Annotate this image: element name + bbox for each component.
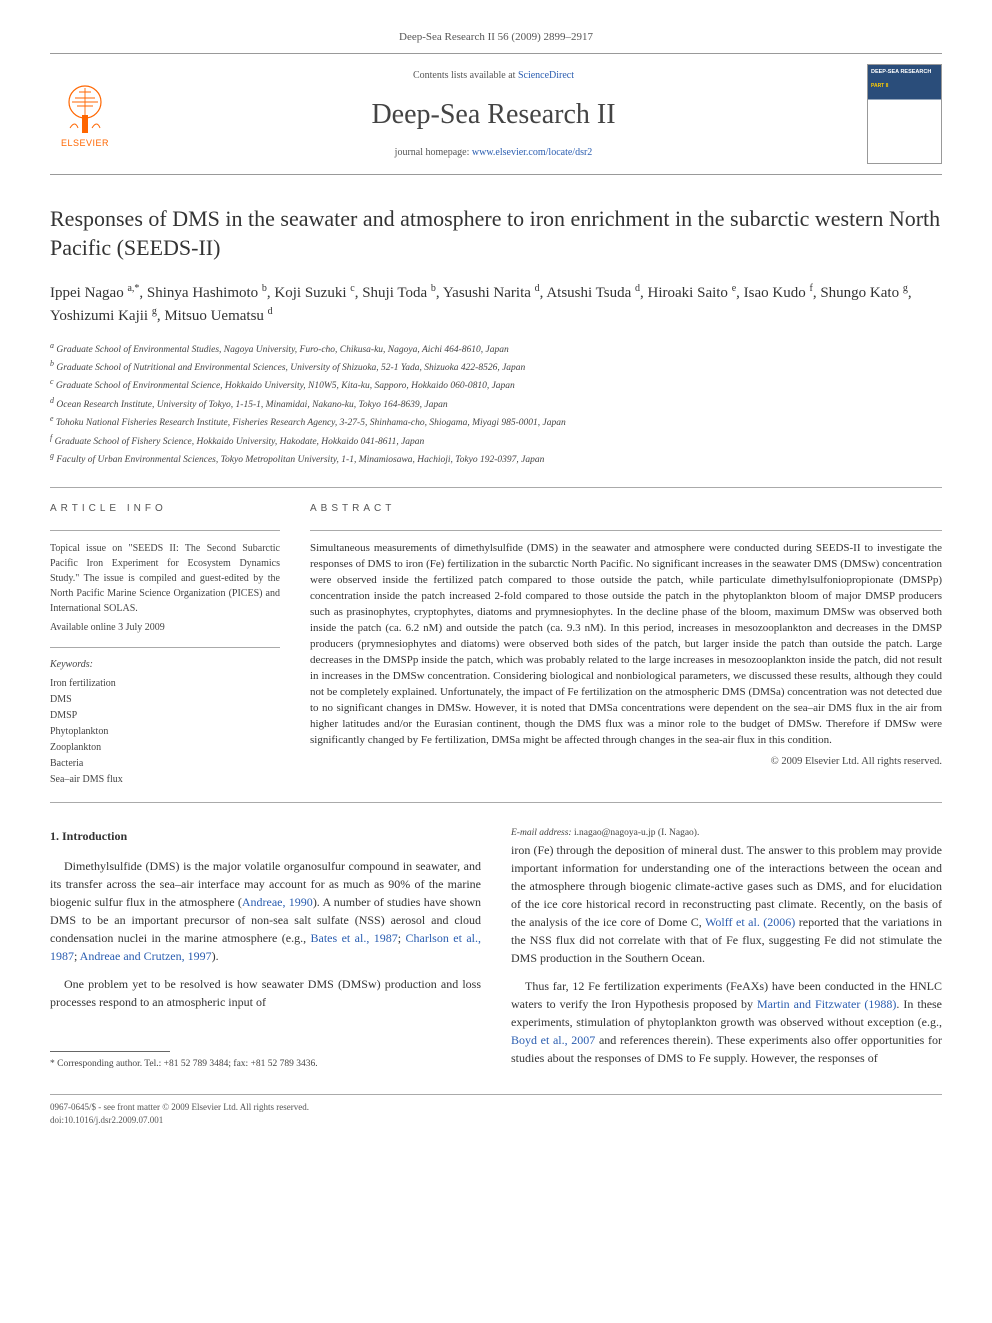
article-info-column: ARTICLE INFO Topical issue on "SEEDS II:… [50,502,280,788]
citation-link[interactable]: Andreae, 1990 [242,895,313,909]
citation-link[interactable]: Bates et al., 1987 [311,931,398,945]
keyword-item: DMS [50,692,280,708]
running-header: Deep-Sea Research II 56 (2009) 2899–2917 [50,30,942,45]
elsevier-tree-icon [60,80,110,135]
affiliation-item: b Graduate School of Nutritional and Env… [50,358,942,375]
abstract-copyright: © 2009 Elsevier Ltd. All rights reserved… [310,755,942,770]
contents-available: Contents lists available at ScienceDirec… [140,69,847,83]
footnote-separator [50,1051,170,1052]
available-online: Available online 3 July 2009 [50,620,280,635]
homepage-prefix: journal homepage: [395,147,472,158]
doi-line: doi:10.1016/j.dsr2.2009.07.001 [50,1114,309,1127]
footer-left: 0967-0645/$ - see front matter © 2009 El… [50,1101,309,1126]
journal-cover-thumbnail [867,64,942,164]
issn-line: 0967-0645/$ - see front matter © 2009 El… [50,1101,309,1114]
affiliation-item: e Tohoku National Fisheries Research Ins… [50,413,942,430]
masthead: ELSEVIER Contents lists available at Sci… [50,53,942,175]
author-list: Ippei Nagao a,*, Shinya Hashimoto b, Koj… [50,281,942,328]
keyword-item: Bacteria [50,756,280,772]
divider [310,530,942,531]
divider [50,647,280,648]
abstract-label: ABSTRACT [310,502,942,516]
metadata-row: ARTICLE INFO Topical issue on "SEEDS II:… [50,502,942,788]
homepage-link[interactable]: www.elsevier.com/locate/dsr2 [472,147,592,158]
keyword-item: Zooplankton [50,740,280,756]
keyword-item: Iron fertilization [50,676,280,692]
page-footer: 0967-0645/$ - see front matter © 2009 El… [50,1094,942,1126]
affiliation-item: a Graduate School of Environmental Studi… [50,340,942,357]
body-paragraph: Thus far, 12 Fe fertilization experiment… [511,977,942,1067]
section-heading-introduction: 1. Introduction [50,827,481,845]
keywords-list: Iron fertilizationDMSDMSPPhytoplanktonZo… [50,676,280,788]
homepage-line: journal homepage: www.elsevier.com/locat… [140,146,847,160]
footnote-line: * Corresponding author. Tel.: +81 52 789… [50,1058,481,1071]
affiliation-item: g Faculty of Urban Environmental Science… [50,450,942,467]
citation-link[interactable]: Wolff et al. (2006) [705,915,795,929]
article-info-label: ARTICLE INFO [50,502,280,516]
keyword-item: Sea–air DMS flux [50,772,280,788]
contents-prefix: Contents lists available at [413,70,518,81]
divider [50,802,942,803]
publisher-name: ELSEVIER [61,137,109,150]
topical-issue-text: Topical issue on "SEEDS II: The Second S… [50,541,280,616]
sciencedirect-link[interactable]: ScienceDirect [518,70,574,81]
footnote-line: E-mail address: i.nagao@nagoya-u.jp (I. … [511,827,942,840]
citation-link[interactable]: Boyd et al., 2007 [511,1033,595,1047]
body-text: 1. Introduction Dimethylsulfide (DMS) is… [50,827,942,1074]
abstract-text: Simultaneous measurements of dimethylsul… [310,541,942,748]
affiliation-list: a Graduate School of Environmental Studi… [50,340,942,468]
abstract-column: ABSTRACT Simultaneous measurements of di… [310,502,942,788]
keyword-item: Phytoplankton [50,724,280,740]
citation-link[interactable]: Martin and Fitzwater (1988) [757,997,896,1011]
divider [50,487,942,488]
publisher-logo: ELSEVIER [50,74,120,154]
citation-link[interactable]: Andreae and Crutzen, 1997 [80,949,212,963]
masthead-center: Contents lists available at ScienceDirec… [140,69,847,160]
affiliation-item: f Graduate School of Fishery Science, Ho… [50,432,942,449]
affiliation-item: c Graduate School of Environmental Scien… [50,376,942,393]
body-paragraph: iron (Fe) through the deposition of mine… [511,841,942,967]
keyword-item: DMSP [50,708,280,724]
affiliation-item: d Ocean Research Institute, University o… [50,395,942,412]
article-title: Responses of DMS in the seawater and atm… [50,205,942,262]
body-paragraph: Dimethylsulfide (DMS) is the major volat… [50,857,481,965]
journal-name: Deep-Sea Research II [140,95,847,134]
body-paragraph: One problem yet to be resolved is how se… [50,975,481,1011]
keywords-label: Keywords: [50,658,280,672]
divider [50,530,280,531]
